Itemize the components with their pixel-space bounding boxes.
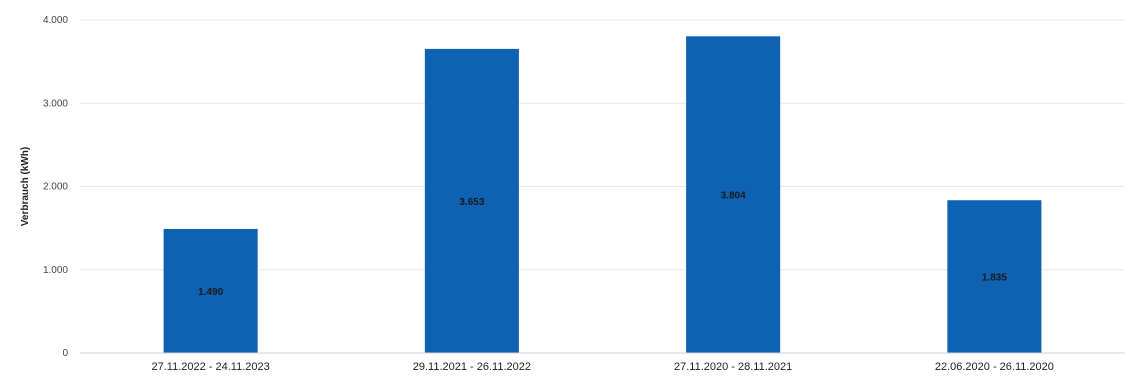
x-tick-label: 27.11.2022 - 24.11.2023 bbox=[152, 361, 270, 373]
bar bbox=[163, 228, 258, 353]
data-label: 3.653 bbox=[459, 197, 484, 208]
data-label: 1.835 bbox=[982, 273, 1007, 284]
x-tick-label: 27.11.2020 - 28.11.2021 bbox=[674, 361, 792, 373]
data-label: 3.804 bbox=[721, 191, 746, 202]
y-axis: 0 1.000 2.000 3.000 4.000 bbox=[43, 15, 68, 359]
data-label: 1.490 bbox=[198, 287, 223, 298]
y-tick-label: 1.000 bbox=[43, 265, 68, 276]
bar bbox=[424, 48, 519, 353]
y-tick-label: 2.000 bbox=[43, 182, 68, 193]
y-tick-label: 3.000 bbox=[43, 98, 68, 109]
x-tick-label: 22.06.2020 - 26.11.2020 bbox=[935, 361, 1054, 373]
data-labels: 1.490 3.653 3.804 1.835 bbox=[198, 191, 1007, 298]
bar bbox=[686, 36, 781, 353]
y-axis-title: Verbrauch (kWh) bbox=[20, 147, 31, 226]
x-axis: 27.11.2022 - 24.11.2023 29.11.2021 - 26.1… bbox=[80, 352, 1125, 373]
y-tick-label: 0 bbox=[62, 348, 68, 359]
x-tick-label: 29.11.2021 - 26.11.2022 bbox=[413, 361, 531, 373]
bar bbox=[947, 200, 1042, 353]
y-tick-label: 4.000 bbox=[43, 15, 68, 26]
bars bbox=[163, 36, 1042, 353]
